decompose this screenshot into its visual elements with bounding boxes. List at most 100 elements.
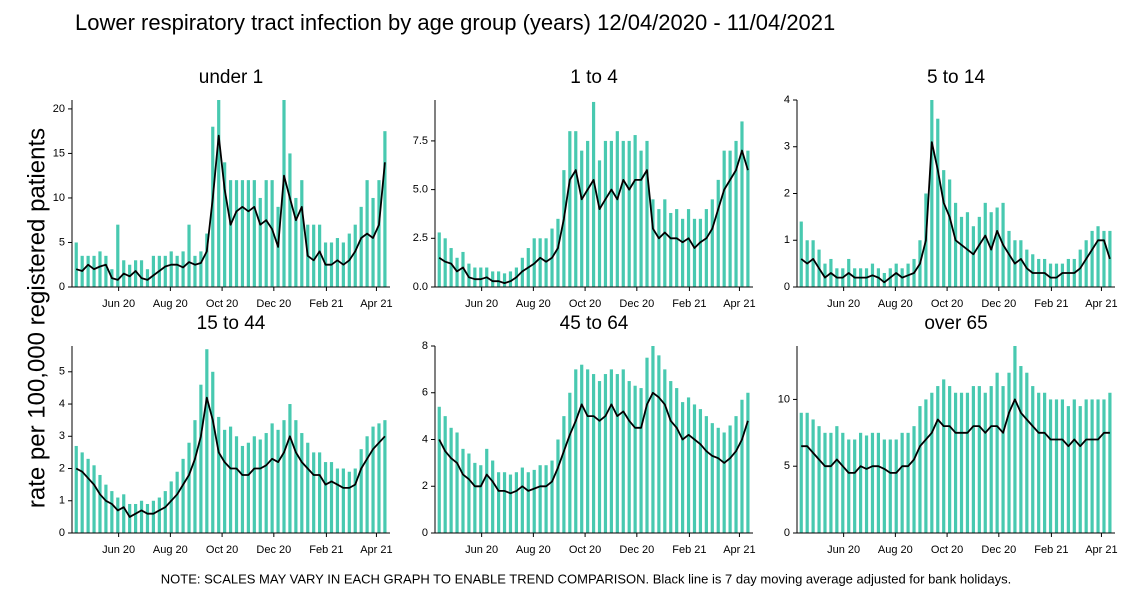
bar: [1007, 230, 1011, 287]
bar: [502, 472, 507, 533]
bar: [341, 468, 345, 533]
bar: [359, 206, 363, 287]
bar: [1090, 399, 1094, 533]
bar: [1108, 392, 1112, 533]
bar: [282, 100, 286, 287]
bar: [983, 202, 987, 287]
y-tick-label: 5: [59, 236, 65, 248]
bar: [603, 140, 608, 287]
bar: [122, 494, 126, 533]
bar: [722, 150, 726, 287]
bar: [312, 224, 316, 287]
bar: [1096, 226, 1100, 287]
x-tick-label: Apr 21: [723, 298, 755, 310]
bar: [264, 180, 268, 287]
bar: [740, 399, 744, 533]
bar: [312, 452, 316, 533]
bar: [377, 180, 381, 287]
y-tick-label: 4: [59, 398, 65, 410]
bar: [651, 346, 655, 533]
x-tick-label: Oct 20: [931, 544, 963, 556]
bar: [681, 402, 685, 533]
bar: [876, 432, 881, 533]
bar: [449, 248, 453, 287]
bar: [508, 271, 513, 287]
bar: [639, 150, 643, 287]
x-tick-label: Feb 21: [1034, 544, 1068, 556]
x-tick-label: Aug 20: [153, 544, 188, 556]
bar: [568, 392, 572, 533]
bar: [163, 255, 167, 287]
bar: [211, 371, 215, 533]
y-tick-label: 7.5: [413, 135, 428, 147]
bar: [977, 216, 981, 287]
bar: [199, 384, 203, 533]
bar: [335, 238, 340, 287]
bar: [580, 364, 584, 533]
y-tick-label: 0: [59, 281, 65, 293]
bar: [1096, 399, 1100, 533]
bar: [811, 419, 815, 533]
bar: [734, 416, 738, 533]
bar: [574, 131, 578, 287]
bar: [870, 432, 875, 533]
bar: [467, 263, 471, 287]
bar: [86, 458, 90, 533]
bar: [92, 465, 96, 533]
y-tick-label: 3: [59, 430, 65, 442]
bar: [497, 472, 501, 533]
panel-title: 5 to 14: [927, 67, 986, 88]
bar: [823, 432, 827, 533]
x-tick-label: Jun 20: [827, 544, 860, 556]
bar: [930, 392, 934, 533]
bar: [211, 126, 215, 287]
bar: [597, 381, 602, 533]
bar: [258, 197, 262, 287]
y-tick-label: 5: [784, 460, 790, 472]
x-tick-label: Aug 20: [516, 298, 551, 310]
bar: [1013, 346, 1017, 533]
bar: [562, 416, 566, 533]
bar: [491, 460, 495, 533]
bar: [829, 432, 833, 533]
bar: [953, 202, 958, 287]
y-tick-label: 15: [53, 147, 65, 159]
bar: [294, 420, 298, 533]
bar: [228, 426, 233, 533]
bar: [710, 423, 714, 533]
y-tick-label: 5: [59, 366, 65, 378]
bar: [853, 439, 857, 533]
bar: [187, 224, 191, 287]
bar: [270, 180, 274, 287]
bar: [740, 121, 744, 287]
bar: [675, 388, 679, 533]
bar: [134, 260, 138, 287]
bar: [918, 406, 922, 533]
y-tick-label: 10: [778, 393, 790, 405]
bar: [710, 199, 714, 287]
bar: [520, 467, 524, 533]
y-tick-label: 20: [53, 103, 65, 115]
bar: [1054, 263, 1059, 287]
bar: [104, 255, 108, 287]
bar: [1108, 230, 1112, 287]
bar: [371, 197, 375, 287]
bar: [223, 429, 227, 533]
bar: [163, 491, 167, 533]
bar: [882, 439, 886, 533]
bar: [597, 160, 602, 287]
bar: [240, 445, 245, 533]
bar: [580, 150, 584, 287]
bar: [728, 150, 732, 287]
bar: [169, 251, 173, 287]
x-tick-label: Jun 20: [102, 544, 135, 556]
bar: [621, 369, 625, 533]
bar: [347, 471, 351, 533]
bar: [847, 439, 851, 533]
bar: [586, 140, 590, 287]
bar: [98, 251, 102, 287]
bar: [246, 442, 250, 533]
bar: [799, 412, 803, 533]
y-tick-label: 4: [422, 433, 428, 445]
x-tick-label: Dec 20: [981, 544, 1016, 556]
